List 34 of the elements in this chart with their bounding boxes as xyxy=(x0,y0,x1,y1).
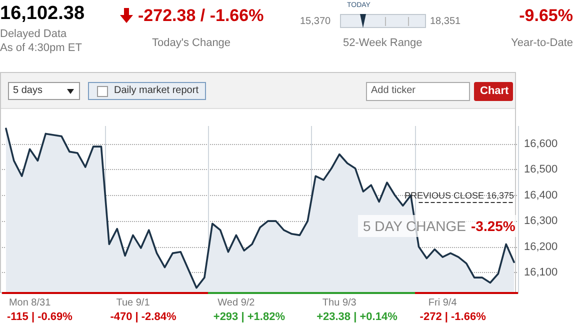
text: As of 4:30pm ET xyxy=(0,42,82,54)
y-tick-label: 16,400 xyxy=(524,189,558,202)
y-tick-label: 16,600 xyxy=(524,138,558,150)
text: Today's Change xyxy=(152,37,231,49)
text: 15,370 xyxy=(300,16,331,27)
ref-line-label: PREVIOUS CLOSE 16,375 xyxy=(404,190,514,200)
x-tick-label: Thu 9/3 xyxy=(322,298,357,308)
annotation: -3.25% xyxy=(471,218,516,234)
x-tick-label: Mon 8/31 xyxy=(8,298,52,308)
text: Delayed Data xyxy=(0,28,67,40)
text: 18,351 xyxy=(430,16,461,27)
summary-box: 5 DAY CHANGE -3.25% xyxy=(358,215,516,237)
text: +23.38 | +0.14% xyxy=(316,311,398,323)
y-tick-label: 16,500 xyxy=(524,164,558,176)
report-toggle: Daily market report xyxy=(88,82,206,100)
text: -272 | -1.66% xyxy=(420,311,486,323)
text: -470 | -2.84% xyxy=(110,311,176,323)
text: +293 | +1.82% xyxy=(213,311,285,323)
y-tick-label: 16,100 xyxy=(524,266,558,278)
y-tick-label: 16,200 xyxy=(524,240,558,253)
x-tick-label: Tue 9/1 xyxy=(116,298,150,308)
x-tick-label: Wed 9/2 xyxy=(218,298,256,308)
x-tick-label: Fri 9/4 xyxy=(428,298,458,308)
chart-button: Chart xyxy=(474,82,513,101)
text: -272.38 / -1.66% xyxy=(138,6,264,26)
annotation: 5 DAY CHANGE xyxy=(363,218,466,234)
period-dropdown: 5 days xyxy=(8,82,80,100)
chart-title: 16,102.38 xyxy=(0,3,85,25)
y-tick-label: 16,300 xyxy=(524,215,558,228)
text: 52-Week Range xyxy=(343,37,422,49)
ticker-input: Add ticker xyxy=(366,82,470,101)
text: -115 | -0.69% xyxy=(7,311,72,323)
text: Year-to-Date xyxy=(511,37,573,49)
text: -9.65% xyxy=(519,6,573,26)
